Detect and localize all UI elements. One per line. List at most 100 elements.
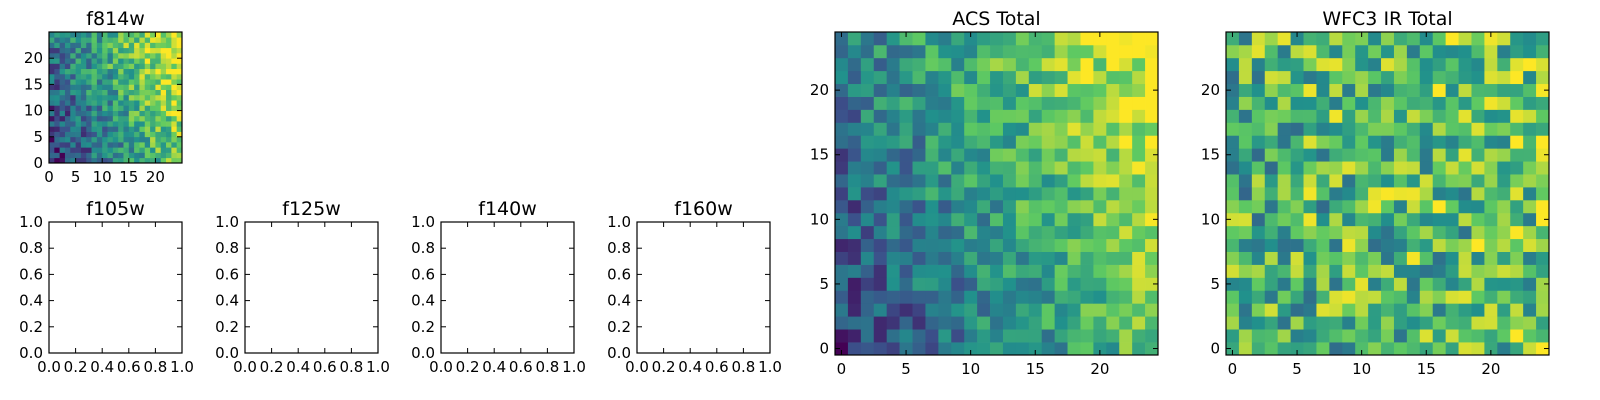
heatmap-cell — [1002, 212, 1017, 227]
heatmap-cell — [150, 157, 156, 164]
panel-f105w: 0.0 0.2 0.4 0.6 0.8 1.00.00.20.40.60.81.0 f10… — [19, 198, 194, 376]
heatmap-cell — [1119, 135, 1133, 149]
heatmap-cell — [1342, 199, 1356, 214]
heatmap-cell — [107, 58, 114, 64]
heatmap-cell — [75, 32, 82, 38]
heatmap-cell — [1484, 225, 1498, 240]
x-tick-label: 20 — [1481, 360, 1500, 378]
heatmap-cell — [1015, 303, 1030, 317]
heatmap-cell — [1290, 225, 1304, 240]
heatmap-cell — [835, 174, 849, 188]
heatmap-cell — [1471, 83, 1485, 97]
x-tick-label: 0.2 — [64, 358, 88, 376]
heatmap-cell — [59, 94, 66, 101]
heatmap-cell — [155, 115, 162, 122]
heatmap-cell — [1406, 70, 1421, 85]
heatmap-cell — [1145, 70, 1159, 85]
heatmap-cell — [128, 126, 135, 132]
heatmap-cell — [1536, 342, 1550, 356]
heatmap-cell — [139, 100, 146, 106]
heatmap-cell — [1536, 212, 1550, 227]
heatmap-cell — [1093, 148, 1107, 162]
heatmap-cell — [70, 131, 76, 138]
heatmap-cell — [54, 68, 60, 75]
heatmap-cell — [1536, 44, 1550, 59]
heatmap-cell — [150, 58, 156, 64]
heatmap-cell — [176, 121, 183, 127]
heatmap-cell — [977, 303, 991, 317]
heatmap-cell — [176, 94, 183, 101]
heatmap-cell — [123, 136, 130, 143]
heatmap-cell — [1290, 238, 1304, 252]
heatmap-cell — [1523, 135, 1537, 149]
heatmap-cell — [1093, 32, 1107, 46]
heatmap-cell — [1093, 212, 1107, 227]
heatmap-cell — [144, 152, 151, 159]
heatmap-cell — [70, 110, 76, 117]
heatmap-cell — [107, 126, 114, 132]
heatmap-cell — [155, 79, 162, 85]
heatmap-cell — [912, 44, 926, 59]
heatmap-cell — [1290, 161, 1304, 175]
heatmap-cell — [59, 37, 66, 43]
heatmap-cell — [134, 126, 140, 132]
heatmap-cell — [1419, 187, 1434, 201]
heatmap-cell — [1458, 32, 1472, 46]
heatmap-cell — [990, 264, 1004, 278]
heatmap-cell — [102, 89, 108, 96]
heatmap-cell — [155, 126, 162, 132]
heatmap-cell — [1303, 135, 1317, 149]
heatmap-cell — [1145, 57, 1159, 72]
heatmap-cell — [899, 32, 913, 46]
heatmap-cell — [1015, 342, 1030, 356]
heatmap-cell — [102, 126, 108, 132]
heatmap-cell — [1119, 238, 1133, 252]
heatmap-cell — [118, 142, 124, 148]
heatmap-cell — [134, 84, 140, 90]
heatmap-cell — [1419, 135, 1434, 149]
heatmap-cell — [912, 251, 926, 265]
heatmap-cell — [1002, 264, 1017, 278]
heatmap-cell — [54, 136, 60, 143]
heatmap-cell — [860, 187, 875, 201]
heatmap-cell — [1355, 32, 1369, 46]
heatmap-cell — [1393, 212, 1408, 227]
heatmap-cell — [144, 100, 151, 106]
heatmap-cell — [1041, 264, 1055, 278]
heatmap-cell — [59, 42, 66, 49]
heatmap-cell — [1458, 83, 1472, 97]
heatmap-cell — [166, 110, 172, 117]
y-tick-label: 5 — [33, 128, 43, 146]
heatmap-cell — [80, 147, 87, 153]
heatmap-cell — [1290, 264, 1304, 278]
heatmap-cell — [139, 73, 146, 80]
heatmap-cell — [899, 122, 913, 136]
heatmap-cell — [1067, 57, 1081, 72]
heatmap-cell — [964, 122, 978, 136]
heatmap-cell — [835, 212, 849, 227]
heatmap-cell — [1406, 57, 1421, 72]
heatmap-cell — [1238, 290, 1253, 304]
heatmap-cell — [64, 58, 71, 64]
heatmap-cell — [1054, 342, 1068, 356]
heatmap-cell — [1536, 199, 1550, 214]
heatmap-cell — [1251, 57, 1266, 72]
heatmap-cell — [118, 32, 124, 38]
heatmap-cell — [873, 238, 888, 252]
heatmap-cell — [75, 73, 82, 80]
heatmap-cell — [1054, 212, 1068, 227]
heatmap-cell — [1406, 316, 1421, 330]
heatmap-cell — [1054, 174, 1068, 188]
heatmap-cell — [977, 329, 991, 343]
heatmap-cell — [1316, 83, 1330, 97]
heatmap-cell — [1355, 135, 1369, 149]
heatmap-cell — [64, 157, 71, 164]
heatmap-cell — [160, 73, 167, 80]
heatmap-cell — [166, 32, 172, 38]
heatmap-cell — [899, 277, 913, 291]
heatmap-cell — [80, 115, 87, 122]
heatmap-cell — [1093, 225, 1107, 240]
heatmap-cell — [176, 84, 183, 90]
heatmap-cell — [176, 142, 183, 148]
